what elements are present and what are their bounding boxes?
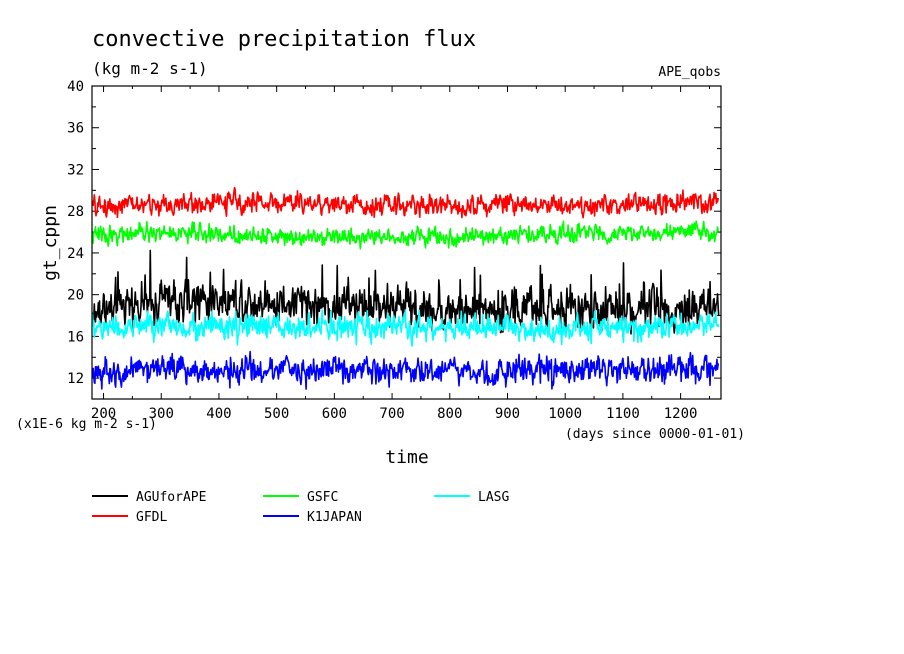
y-tick-label: 24 [67, 246, 84, 262]
series-line-lasg [92, 309, 720, 347]
x-tick-label: 200 [91, 406, 116, 422]
legend-label: LASG [478, 490, 509, 505]
legend-label: GSFC [307, 490, 338, 505]
x-tick-label: 1000 [548, 406, 582, 422]
y-scale-note: (x1E-6 kg m-2 s-1) [16, 417, 157, 432]
legend-label: GFDL [136, 510, 167, 525]
legend: AGUforAPE GFDL GSFC K1JAPAN LASG [92, 490, 509, 525]
series-line-k1japan [92, 350, 720, 390]
y-tick-label: 28 [67, 204, 84, 220]
plot-frame [91, 85, 722, 400]
x-tick-label: 800 [437, 406, 462, 422]
x-axis-title: time [385, 447, 428, 468]
series-lines [92, 186, 720, 390]
y-axis-title-group: gt_cppn [40, 205, 61, 281]
x-tick-label: 500 [264, 406, 289, 422]
x-tick-label: 300 [149, 406, 174, 422]
legend-label: AGUforAPE [136, 490, 206, 505]
x-tick-label: 1200 [664, 406, 698, 422]
y-tick-label: 32 [67, 162, 84, 178]
legend-label: K1JAPAN [307, 510, 362, 525]
dataset-tag: APE_qobs [658, 65, 721, 80]
x-tick-label: 600 [322, 406, 347, 422]
x-tick-label: 700 [379, 406, 404, 422]
x-unit-note: (days since 0000-01-01) [565, 427, 745, 442]
x-tick-label: 900 [495, 406, 520, 422]
y-axis-ticks: 12 16 20 24 28 32 36 40 [67, 79, 721, 400]
y-axis-title: gt_cppn [40, 205, 61, 281]
y-tick-label: 20 [67, 288, 84, 304]
series-line-gfdl [92, 186, 720, 219]
chart-title: convective precipitation flux [92, 27, 476, 52]
y-tick-label: 36 [67, 121, 84, 137]
x-tick-label: 400 [206, 406, 231, 422]
y-tick-label: 40 [67, 79, 84, 95]
y-tick-label: 16 [67, 329, 84, 345]
series-line-gsfc [92, 220, 719, 250]
chart-subtitle: (kg m-2 s-1) [92, 59, 208, 78]
y-tick-label: 12 [67, 371, 84, 387]
x-axis-ticks: 200 300 400 500 600 700 800 900 1000 1100 1200 [91, 86, 710, 422]
x-tick-label: 1100 [606, 406, 640, 422]
